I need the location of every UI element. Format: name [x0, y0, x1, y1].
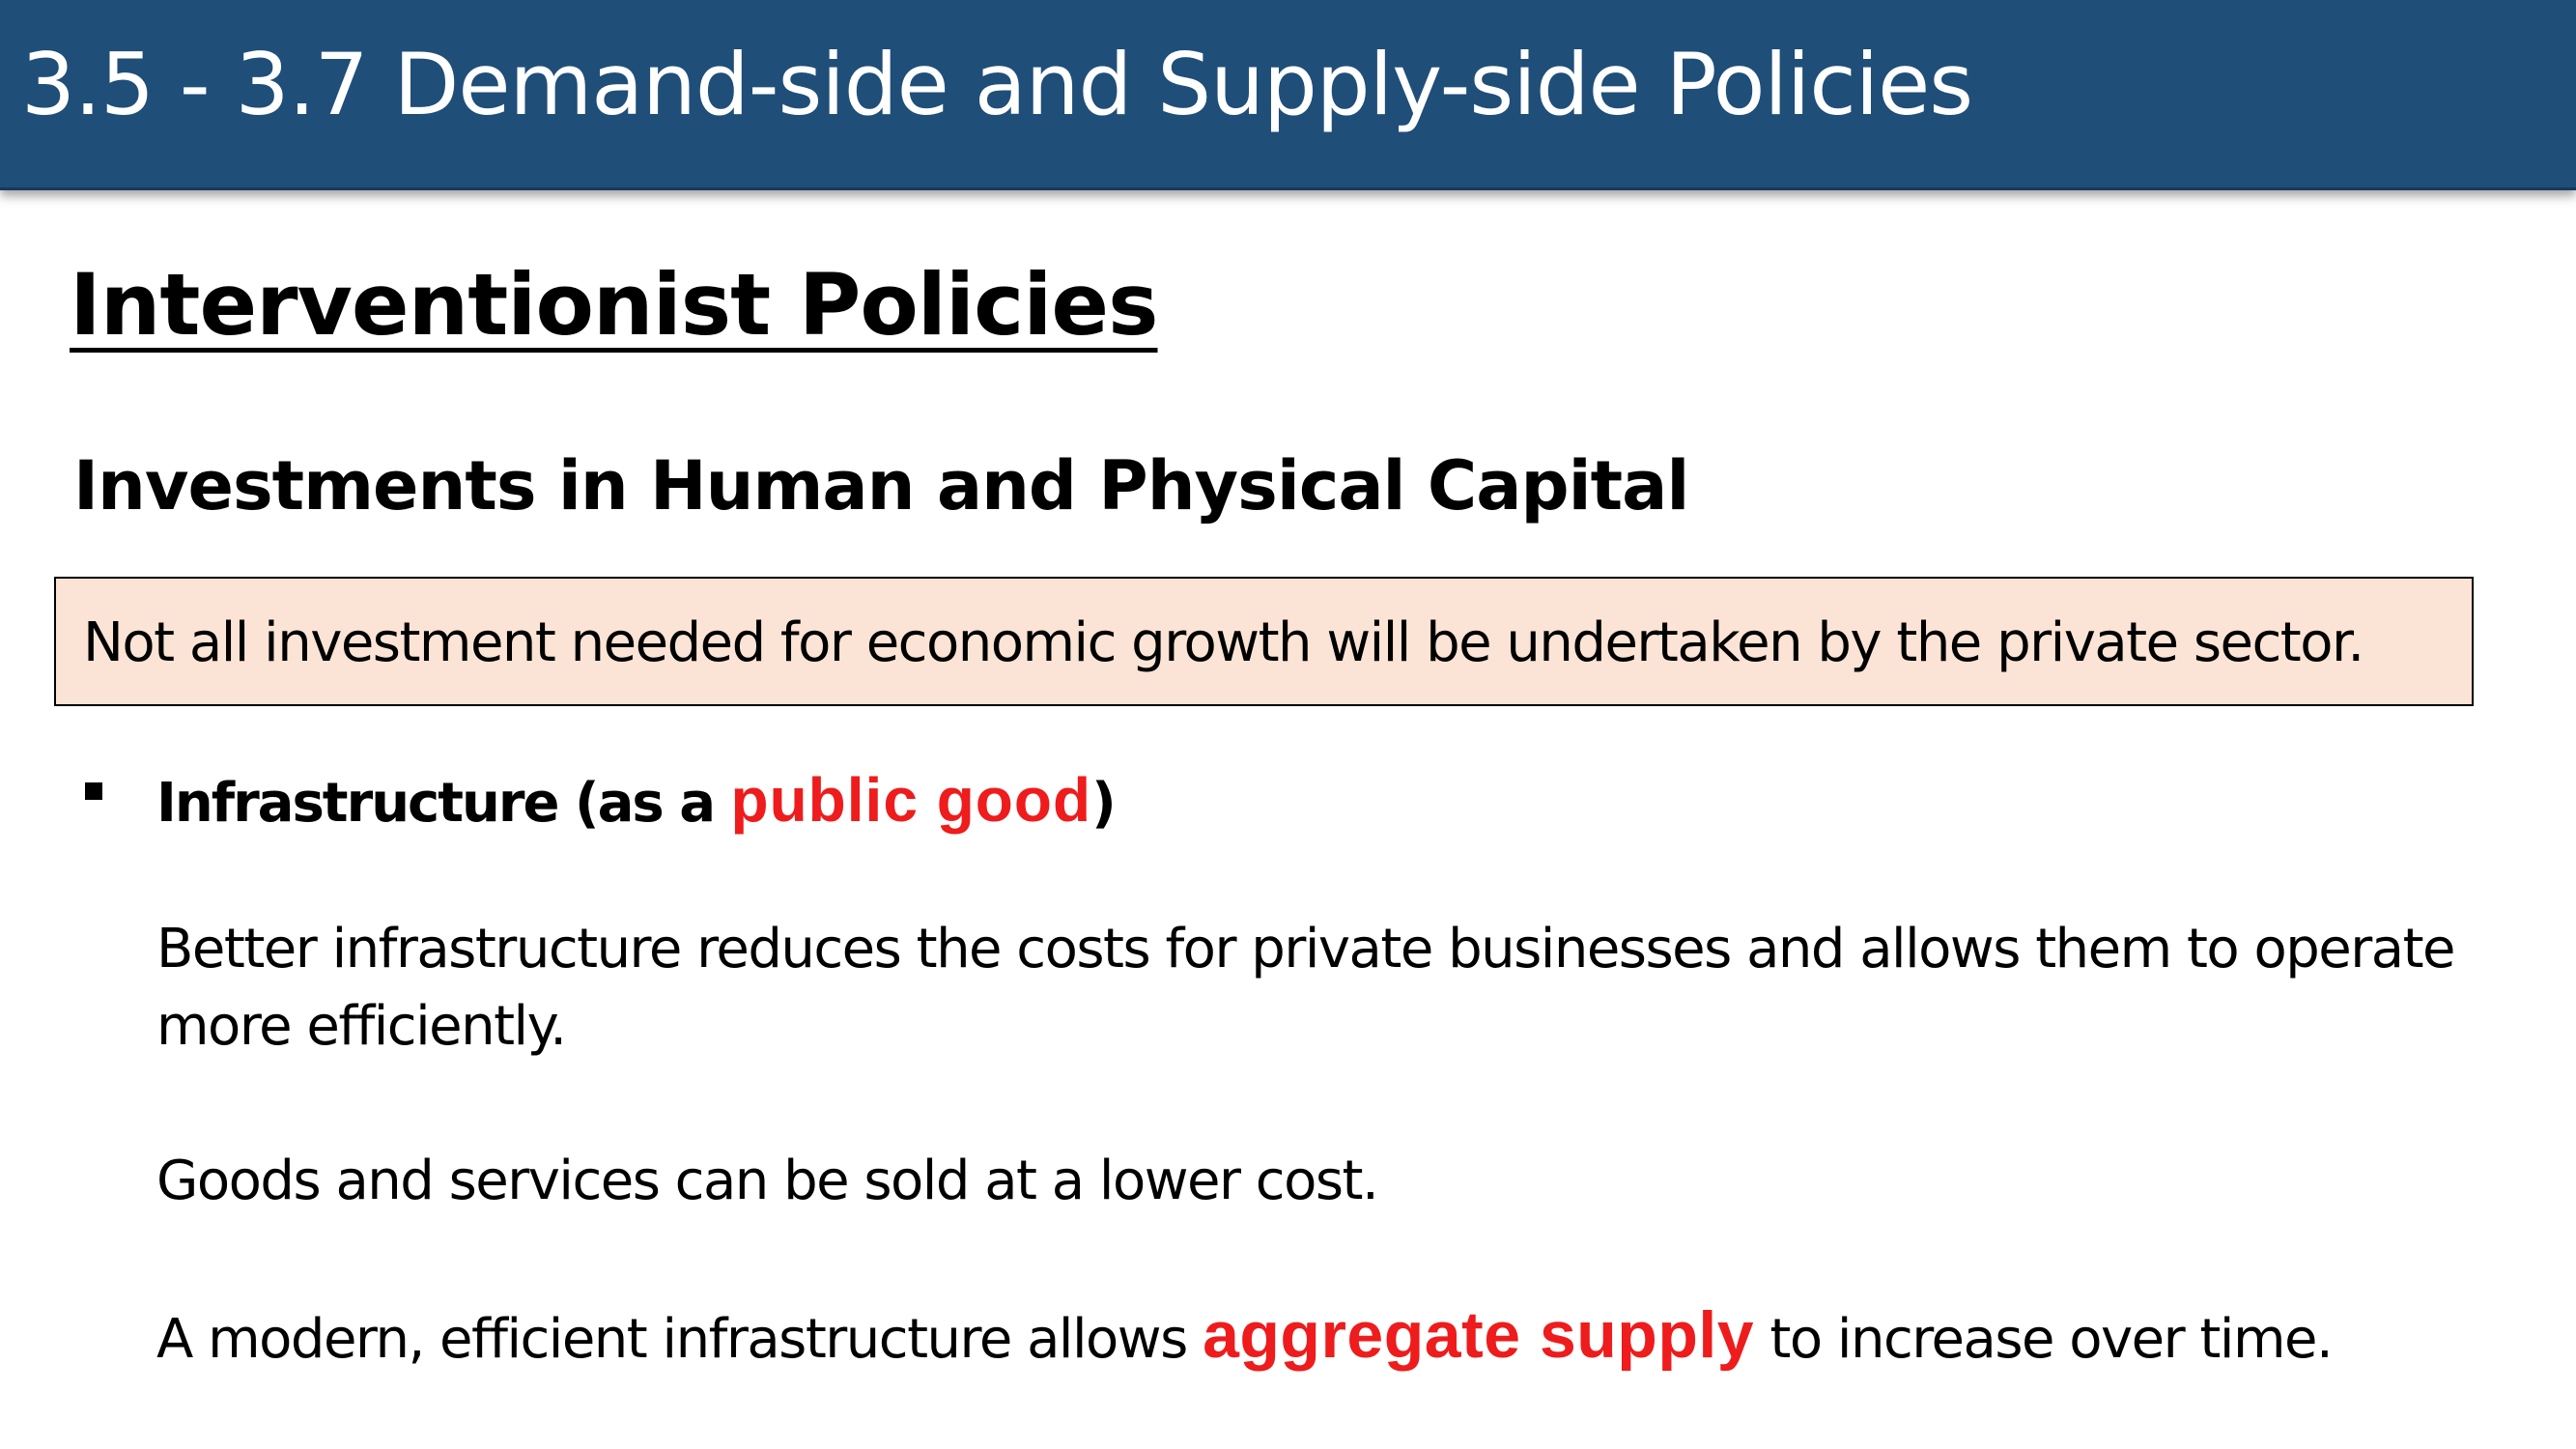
callout-box: Not all investment needed for economic g… [54, 577, 2474, 706]
slide-header-bar: 3.5 - 3.7 Demand-side and Supply-side Po… [0, 0, 2576, 190]
public-good-highlight: public good [730, 765, 1092, 835]
sub-heading: Investments in Human and Physical Capita… [73, 446, 1689, 526]
paragraph-lower-cost: Goods and services can be sold at a lowe… [156, 1150, 1379, 1212]
section-heading: Interventionist Policies [70, 255, 1158, 355]
bullet-suffix: ) [1091, 772, 1117, 835]
paragraph-aggregate-supply-before: A modern, efficient infrastructure allow… [156, 1308, 1203, 1371]
square-bullet-icon [85, 782, 102, 800]
slide-title: 3.5 - 3.7 Demand-side and Supply-side Po… [21, 35, 1973, 134]
paragraph-infrastructure-costs: Better infrastructure reduces the costs … [156, 918, 2455, 1058]
bullet-label: Infrastructure (as a public good) [156, 763, 1117, 838]
callout-text: Not all investment needed for economic g… [83, 611, 2364, 674]
paragraph-aggregate-supply-after: to increase over time. [1754, 1308, 2333, 1371]
bullet-prefix: Infrastructure (as a [156, 772, 731, 835]
aggregate-supply-highlight: aggregate supply [1203, 1298, 1755, 1372]
paragraph-aggregate-supply: A modern, efficient infrastructure allow… [156, 1296, 2494, 1378]
